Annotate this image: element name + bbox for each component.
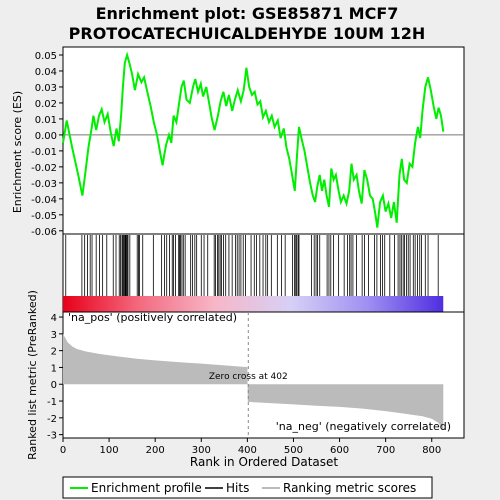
x-tick-label: 700: [376, 445, 395, 456]
metric-y-axis: -3 -2 -1 0 1 2 3 4: [47, 313, 63, 442]
hits-panel: [62, 233, 465, 313]
es-y-tick-label: -0.02: [31, 163, 57, 174]
negative-correlation-label: 'na_neg' (negatively correlated): [276, 420, 451, 433]
metric-y-axis-label: Ranked list metric (PreRanked): [26, 290, 39, 460]
x-tick-label: 600: [330, 445, 349, 456]
es-y-axis-label: Enrichment score (ES): [11, 91, 24, 213]
es-panel: -0.06 -0.05 -0.04 -0.03 -0.02 -0.01 0.00 0.01 0.…: [11, 46, 465, 238]
metric-y-tick-label: -2: [47, 414, 57, 425]
metric-y-tick-label: 3: [51, 330, 57, 341]
hit-marks: [65, 235, 439, 296]
metric-y-tick-label: 2: [51, 347, 57, 358]
es-y-tick-label: 0.05: [35, 51, 57, 62]
es-y-tick-label: -0.01: [31, 147, 57, 158]
es-y-tick-label: 0.04: [35, 67, 57, 78]
es-y-tick-label: 0.01: [35, 115, 57, 126]
legend-label-hits: Hits: [226, 481, 249, 495]
metric-y-tick-label: -1: [47, 397, 57, 408]
legend-label-metric: Ranking metric scores: [283, 481, 416, 495]
rank-color-bar: [63, 296, 444, 312]
es-y-tick-label: -0.04: [31, 195, 57, 206]
chart-title-line2: PROTOCATECHUICALDEHYDE 10UM 12H: [69, 24, 426, 43]
metric-y-tick-label: -3: [47, 431, 57, 442]
chart-title-line1: Enrichment plot: GSE85871 MCF7: [96, 4, 399, 23]
x-tick-label: 0: [60, 445, 66, 456]
x-axis-label: Rank in Ordered Dataset: [190, 455, 338, 469]
legend-label-enrichment: Enrichment profile: [91, 481, 202, 495]
x-tick-label: 400: [238, 445, 257, 456]
es-y-tick-label: 0.02: [35, 99, 57, 110]
metric-y-tick-label: 1: [51, 363, 57, 374]
es-y-tick-label: -0.06: [31, 227, 57, 238]
metric-area: [63, 333, 444, 431]
metric-y-tick-label: 4: [51, 313, 57, 324]
x-tick-label: 200: [146, 445, 165, 456]
x-tick-label: 300: [192, 445, 211, 456]
es-y-tick-label: 0.03: [35, 83, 57, 94]
es-y-tick-label: -0.05: [31, 211, 57, 222]
es-y-tick-label: 0.00: [35, 131, 57, 142]
es-curve-line: [62, 51, 445, 228]
positive-correlation-label: 'na_pos' (positively correlated): [68, 311, 237, 324]
metric-x-axis: 0 100 200 300 400 500 600 700 800: [60, 438, 441, 456]
x-tick-label: 100: [100, 445, 119, 456]
zero-cross-label: Zero cross at 402: [209, 372, 288, 382]
es-y-axis: -0.06 -0.05 -0.04 -0.03 -0.02 -0.01 0.00 0.01 0.…: [31, 51, 63, 238]
x-tick-label: 500: [284, 445, 303, 456]
x-tick-label: 800: [422, 445, 441, 456]
metric-panel: Zero cross at 402 'na_pos' (positively c…: [26, 290, 465, 469]
legend: Enrichment profile Hits Ranking metric s…: [62, 476, 433, 499]
legend-frame: [62, 476, 433, 499]
metric-y-tick-label: 0: [51, 380, 57, 391]
es-y-tick-label: -0.03: [31, 179, 57, 190]
